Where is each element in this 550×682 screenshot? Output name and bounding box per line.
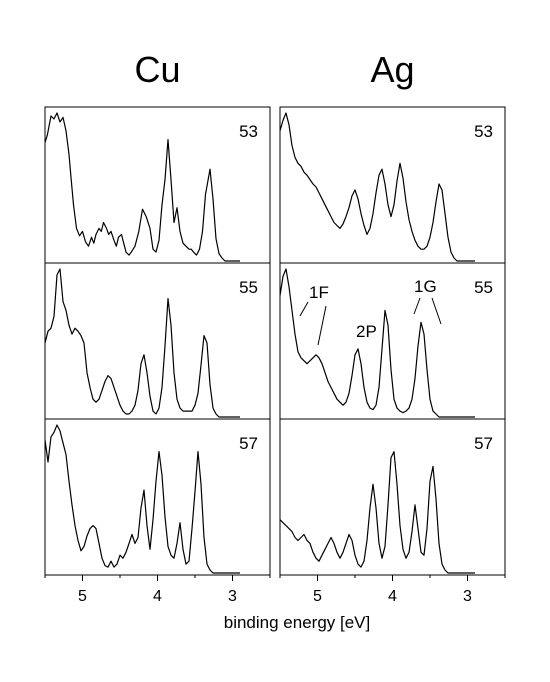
x-tick-label: 3: [463, 588, 472, 605]
column-title-1: Ag: [370, 49, 414, 90]
spectrum-line: [279, 268, 475, 418]
panel-frame: [44, 106, 271, 264]
panel-label: 55: [474, 278, 493, 297]
panel-frame: [44, 418, 271, 576]
x-tick-label: 5: [313, 588, 322, 605]
annotations: 1F 2P 1G: [299, 277, 442, 346]
panel-1-1: 55: [279, 262, 506, 420]
panel-frame: [44, 262, 271, 420]
x-tick-label: 5: [78, 588, 87, 605]
annotation-1G: 1G: [414, 277, 437, 296]
annotation-1F: 1F: [309, 283, 329, 302]
annotation-1G-leader-right: [431, 297, 442, 325]
panel-0-0: 53: [44, 106, 271, 264]
panel-label: 55: [239, 278, 258, 297]
x-tick-label: 3: [228, 588, 237, 605]
spectrum-line: [279, 112, 475, 262]
panel-label: 53: [474, 122, 493, 141]
panel-label: 53: [239, 122, 258, 141]
x-tick-label: 4: [153, 588, 162, 605]
panel-frame: [279, 418, 506, 576]
panel-label: 57: [239, 434, 258, 453]
spectrum-line: [44, 424, 240, 574]
column-title-0: Cu: [134, 49, 180, 90]
panel-0-2: 57: [44, 418, 271, 576]
annotation-1G-leader-left: [413, 297, 421, 315]
spectrum-line: [44, 268, 240, 418]
panel-0-1: 55: [44, 262, 271, 420]
panel-label: 57: [474, 434, 493, 453]
x-axis-label: binding energy [eV]: [224, 613, 371, 632]
panel-1-0: 53: [279, 106, 506, 264]
x-tick-label: 4: [388, 588, 397, 605]
plot-root: Cu 53 55 57 5 4 3 Ag 53 55 57 5 4 3 binding energy [eV…: [44, 49, 506, 632]
annotation-1F-leader-left: [299, 301, 309, 317]
spectrum-line: [279, 451, 475, 574]
annotation-2P: 2P: [356, 322, 377, 341]
spectrum-line: [44, 112, 240, 262]
annotation-1F-leader: [317, 305, 327, 346]
panel-1-2: 57: [279, 418, 506, 576]
